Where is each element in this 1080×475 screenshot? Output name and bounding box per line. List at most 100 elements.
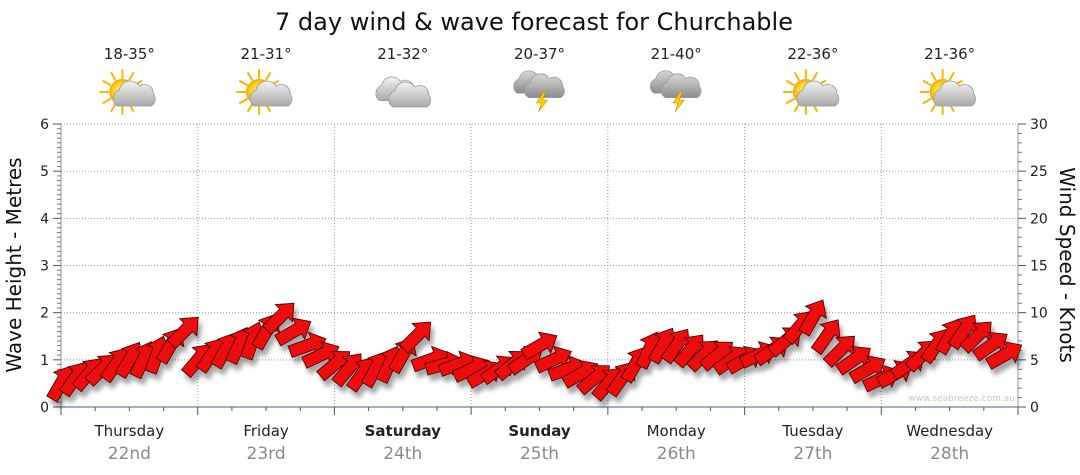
wind-arrow	[274, 317, 312, 347]
day-date-label: 28th	[930, 444, 969, 464]
sun-cloud-icon	[919, 69, 976, 115]
sun-ray	[128, 71, 135, 81]
sun-ray	[102, 98, 112, 104]
day-name-label: Sunday	[508, 422, 571, 440]
wind-arrow-shape	[166, 316, 199, 350]
y-right-tick-label: 10	[1030, 306, 1048, 322]
wind-arrow-shape	[798, 299, 827, 337]
day-name-label: Saturday	[365, 422, 442, 440]
sun-cloud-icon	[99, 69, 156, 115]
wind-arrow-shape	[810, 319, 841, 356]
day-date-label: 27th	[793, 444, 832, 464]
sun-ray	[239, 80, 248, 86]
day-date-label: 22nd	[108, 444, 151, 464]
sun-ray	[785, 98, 795, 104]
wind-arrow-shape	[959, 321, 992, 354]
sun-ray	[102, 80, 112, 86]
daily-weather-header: 18-35° 21-31° 21-32° 20-37° 21-40° 22-36° 21-3…	[99, 45, 976, 115]
sun-ray	[930, 103, 937, 113]
cloud-shape	[660, 73, 702, 98]
y-right-tick-label: 15	[1030, 259, 1048, 275]
wind-arrow	[533, 345, 572, 374]
wind-arrow	[520, 331, 558, 361]
wind-arrow	[398, 321, 432, 354]
storm-icon	[513, 70, 565, 113]
y-right-tick-label: 5	[1030, 353, 1039, 369]
cloud-shape	[112, 80, 156, 107]
wind-arrow-shape	[848, 355, 886, 385]
wind-arrow-shape	[398, 321, 432, 354]
cloud-body	[660, 73, 702, 98]
sun-ray	[110, 103, 117, 113]
sun-ray	[239, 98, 248, 104]
cloud-body	[524, 73, 565, 98]
day-date-label: 25th	[520, 444, 559, 464]
wind-arrow-shape	[520, 331, 558, 361]
sun-ray	[930, 71, 937, 81]
sun-ray	[785, 80, 795, 86]
watermark: www.seabreeze.com.au	[908, 394, 1015, 404]
day-name-label: Wednesday	[906, 422, 993, 440]
cloud-shape	[524, 73, 565, 98]
lightning-bolt	[535, 91, 549, 113]
wind-arrow	[698, 341, 734, 372]
y-left-tick-label: 5	[40, 164, 49, 180]
day-name-label: Monday	[647, 422, 706, 440]
y-right-tick-label: 25	[1030, 164, 1048, 180]
y-axis-right-label: Wind Speed - Knots	[1055, 167, 1079, 363]
sun-ray	[948, 71, 955, 81]
wind-arrow	[262, 302, 295, 335]
day-name-label: Friday	[243, 422, 289, 440]
wind-arrow-shape	[985, 341, 1023, 370]
y-left-tick-label: 6	[40, 117, 49, 133]
y-right-tick-label: 0	[1030, 400, 1039, 416]
sun-ray	[811, 71, 818, 81]
y-left-tick-label: 3	[40, 259, 49, 275]
y-right-tick-label: 30	[1030, 117, 1048, 133]
sun-ray	[793, 71, 800, 81]
sun-ray	[922, 80, 932, 86]
temperature-range: 21-32°	[377, 45, 428, 63]
day-name-label: Thursday	[93, 422, 164, 440]
sun-cloud-icon	[782, 69, 840, 115]
chart-title: 7 day wind & wave forecast for Churchabl…	[275, 8, 793, 36]
wind-arrow	[848, 355, 886, 385]
y-left-tick-label: 0	[40, 400, 49, 416]
temperature-range: 21-36°	[924, 45, 975, 63]
y-left-tick-label: 4	[40, 211, 49, 227]
day-date-label: 23rd	[247, 444, 286, 464]
wind-arrow-shape	[698, 341, 734, 372]
cloud-body	[796, 80, 840, 107]
cloud-shape	[796, 80, 840, 107]
lightning-bolt	[672, 91, 685, 113]
cloud-shape	[249, 80, 293, 107]
day-date-label: 26th	[657, 444, 696, 464]
y-left-tick-label: 2	[40, 306, 49, 322]
cloud-shape	[388, 81, 431, 108]
axes: 0 1 2 3 4 5 6 0 5 10 15 20 25 30	[40, 117, 1048, 416]
day-date-label: 24th	[383, 444, 422, 464]
wind-arrows	[46, 299, 1023, 403]
wind-arrow-shape	[822, 335, 855, 369]
cloud-body	[112, 80, 156, 107]
temperature-range: 18-35°	[104, 45, 155, 63]
temperature-range: 21-40°	[651, 45, 702, 63]
wind-arrow	[959, 321, 992, 354]
sun-ray	[247, 71, 254, 81]
cloud-icon	[375, 76, 431, 108]
sun-ray	[265, 71, 272, 81]
cloud-body	[388, 81, 431, 108]
day-name-label: Tuesday	[781, 422, 843, 440]
sun-cloud-icon	[236, 69, 293, 115]
y-left-tick-label: 1	[40, 353, 49, 369]
sun-ray	[793, 103, 800, 113]
cloud-body	[249, 80, 293, 107]
wind-arrow-shape	[262, 302, 295, 335]
wind-arrow	[810, 319, 841, 356]
cloud-body	[933, 80, 976, 107]
y-right-tick-label: 20	[1030, 211, 1048, 227]
day-axis-labels: Thursday 22nd Friday 23rd Saturday 24th Sunday…	[93, 422, 993, 464]
sun-ray	[110, 71, 117, 81]
wind-arrow	[822, 335, 855, 369]
